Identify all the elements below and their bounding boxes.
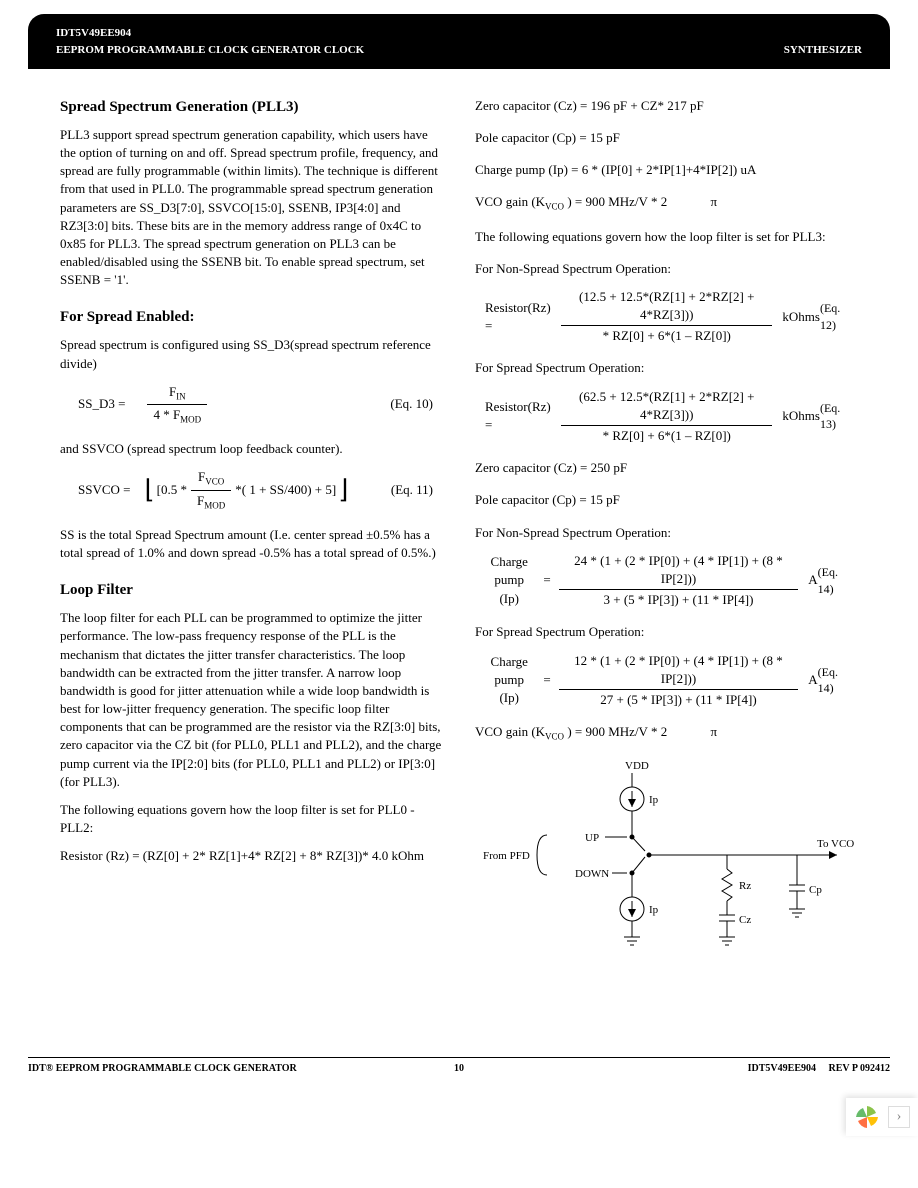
label-to-vco: To VCO [817, 838, 854, 850]
para-rz: Resistor (Rz) = (RZ[0] + 2* RZ[1]+4* RZ[… [60, 847, 443, 865]
para-nonspread-2: For Non-Spread Spectrum Operation: [475, 524, 858, 542]
para-vco-gain-2: VCO gain (KVCO ) = 900 MHz/V * 2 π [475, 723, 858, 743]
equation-11: SSVCO = ⌊ [0.5 * FVCO FMOD *( 1 + SS/400… [60, 468, 443, 511]
footer-left: IDT® EEPROM PROGRAMMABLE CLOCK GENERATOR [28, 1062, 297, 1076]
para-spread-2: For Spread Spectrum Operation: [475, 623, 858, 641]
heading-loop-filter: Loop Filter [60, 580, 443, 601]
label-rz: Rz [739, 880, 751, 892]
datasheet-header: IDT5V49EE904 EEPROM PROGRAMMABLE CLOCK G… [28, 14, 890, 69]
equation-10: SS_D3 = FIN 4 * FMOD (Eq. 10) [60, 383, 443, 426]
para-ss-note: SS is the total Spread Spectrum amount (… [60, 526, 443, 562]
eq14b-fraction: 12 * (1 + (2 * IP[0]) + (4 * IP[1]) + (8… [559, 652, 799, 710]
heading-ssg: Spread Spectrum Generation (PLL3) [60, 97, 443, 118]
eq14a-fraction: 24 * (1 + (2 * IP[0]) + (4 * IP[1]) + (8… [559, 552, 799, 610]
label-cz: Cz [739, 914, 751, 926]
eq11-post: *( 1 + SS/400) + 5] [235, 481, 336, 499]
label-down: DOWN [575, 868, 609, 880]
label-cp: Cp [809, 884, 822, 896]
eq11-label: (Eq. 11) [391, 481, 443, 499]
chevron-right-icon: › [897, 1107, 902, 1127]
para-ssg: PLL3 support spread spectrum generation … [60, 126, 443, 290]
para-pll3-intro: The following equations govern how the l… [475, 228, 858, 246]
eq11-lhs: SSVCO = [78, 481, 131, 499]
floor-right-icon: ⌋ [336, 477, 350, 503]
eq10-fraction: FIN 4 * FMOD [147, 383, 207, 426]
para-nonspread-1: For Non-Spread Spectrum Operation: [475, 260, 858, 278]
floor-left-icon: ⌊ [143, 477, 157, 503]
pinwheel-icon [854, 1104, 880, 1130]
para-spread-enabled: Spread spectrum is configured using SS_D… [60, 336, 443, 372]
next-page-button[interactable]: › [888, 1106, 910, 1128]
para-loop-filter-2: The following equations govern how the l… [60, 801, 443, 837]
circuit-svg: VDD Ip UP [477, 757, 857, 967]
header-title-right: SYNTHESIZER [784, 43, 862, 58]
right-column: Zero capacitor (Cz) = 196 pF + CZ* 217 p… [475, 97, 858, 968]
part-number: IDT5V49EE904 [56, 26, 862, 41]
para-ssvco-intro: and SSVCO (spread spectrum loop feedback… [60, 440, 443, 458]
footer-part: IDT5V49EE904 [748, 1063, 816, 1074]
eq10-lhs: SS_D3 = [78, 395, 125, 413]
para-loop-filter: The loop filter for each PLL can be prog… [60, 609, 443, 791]
equation-13: Resistor(Rz) = (62.5 + 12.5*(RZ[1] + 2*R… [475, 388, 858, 446]
eq13-fraction: (62.5 + 12.5*(RZ[1] + 2*RZ[2] + 4*RZ[3])… [561, 388, 772, 446]
label-ip-bot: Ip [649, 904, 659, 916]
header-title-left: EEPROM PROGRAMMABLE CLOCK GENERATOR CLOC… [56, 43, 364, 58]
para-spread-1: For Spread Spectrum Operation: [475, 359, 858, 377]
para-vco-gain: VCO gain (KVCO ) = 900 MHz/V * 2 π [475, 193, 858, 213]
eq10-label: (Eq. 10) [390, 395, 443, 413]
equation-12: Resistor(Rz) = (12.5 + 12.5*(RZ[1] + 2*R… [475, 288, 858, 346]
label-from-pfd: From PFD [483, 850, 530, 862]
label-up: UP [585, 832, 599, 844]
label-ip-top: Ip [649, 794, 659, 806]
para-cz: Zero capacitor (Cz) = 196 pF + CZ* 217 p… [475, 97, 858, 115]
pi-symbol-2: π [710, 724, 717, 739]
footer-page-number: 10 [454, 1062, 464, 1076]
eq12-fraction: (12.5 + 12.5*(RZ[1] + 2*RZ[2] + 4*RZ[3])… [561, 288, 772, 346]
para-ip: Charge pump (Ip) = 6 * (IP[0] + 2*IP[1]+… [475, 161, 858, 179]
viewer-corner-widget: › [846, 1098, 918, 1136]
para-cz2: Zero capacitor (Cz) = 250 pF [475, 459, 858, 477]
equation-14b: Charge pump (Ip) = 12 * (1 + (2 * IP[0])… [475, 652, 858, 710]
page-footer: IDT® EEPROM PROGRAMMABLE CLOCK GENERATOR… [28, 1057, 890, 1076]
page-content: Spread Spectrum Generation (PLL3) PLL3 s… [0, 69, 918, 978]
eq11-fraction: FVCO FMOD [191, 468, 231, 511]
para-cp2: Pole capacitor (Cp) = 15 pF [475, 491, 858, 509]
loop-filter-diagram: VDD Ip UP [475, 757, 858, 967]
heading-spread-enabled: For Spread Enabled: [60, 307, 443, 328]
para-cp: Pole capacitor (Cp) = 15 pF [475, 129, 858, 147]
label-vdd: VDD [625, 760, 649, 772]
equation-14a: Charge pump (Ip) = 24 * (1 + (2 * IP[0])… [475, 552, 858, 610]
footer-rev: REV P 092412 [829, 1063, 891, 1074]
pi-symbol: π [710, 194, 717, 209]
eq11-pre: [0.5 * [157, 481, 187, 499]
left-column: Spread Spectrum Generation (PLL3) PLL3 s… [60, 97, 443, 968]
